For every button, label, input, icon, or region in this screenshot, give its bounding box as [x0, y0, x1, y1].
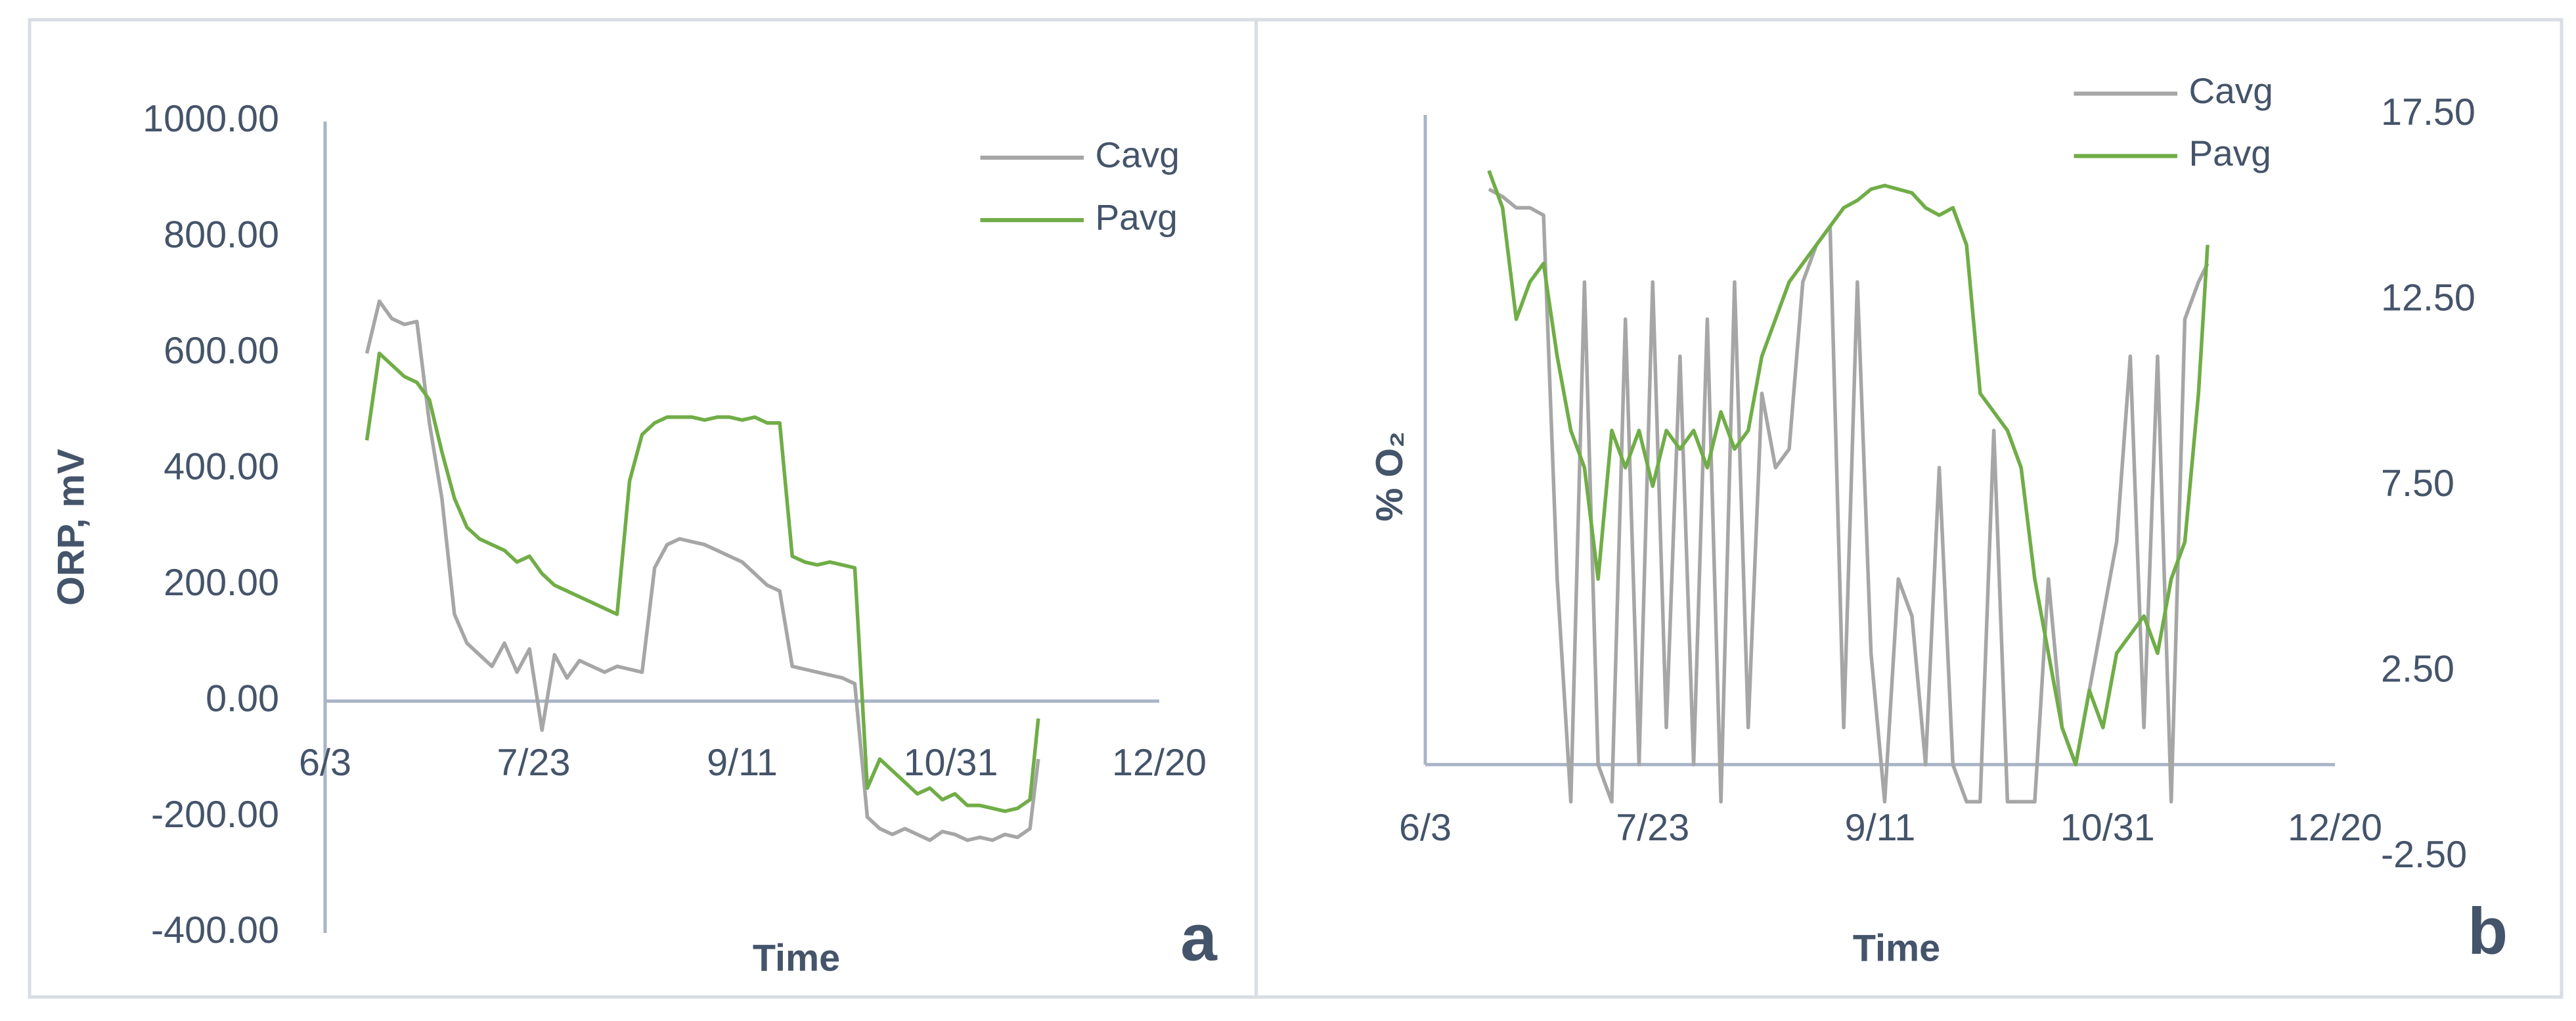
y2-tick-label: 2.50	[2381, 648, 2454, 691]
y-axis-title: ORP, mV	[51, 449, 93, 606]
y-tick-label: 0.00	[206, 677, 279, 719]
legend-label: Pavg	[1096, 197, 1178, 238]
x-tick-label: 7/23	[497, 742, 571, 784]
legend-label: Pavg	[2189, 133, 2271, 173]
y-tick-label: -400.00	[151, 909, 279, 951]
panel-frame	[28, 18, 1258, 999]
y-tick-label: -200.00	[151, 794, 279, 836]
x-tick-label: 6/3	[299, 742, 351, 784]
panel-frame	[1254, 18, 2564, 999]
panel-label: a	[1180, 901, 1218, 974]
y2-tick-label: -2.50	[2381, 834, 2467, 876]
legend-label: Cavg	[2189, 70, 2273, 111]
x-axis-title: Time	[1853, 928, 1940, 970]
y2-tick-label: 17.50	[2381, 91, 2476, 133]
x-tick-label: 7/23	[1616, 807, 1689, 849]
data-line	[365, 299, 1040, 842]
y-tick-label: 200.00	[164, 562, 279, 604]
data-line	[365, 352, 1040, 813]
y2-tick-label: 7.50	[2381, 463, 2454, 505]
legend-label: Cavg	[1096, 135, 1180, 175]
x-tick-label: 6/3	[1399, 807, 1452, 849]
y-tick-label: 1000.00	[143, 98, 279, 140]
y2-tick-label: 12.50	[2381, 277, 2476, 319]
x-tick-label: 12/20	[1112, 742, 1207, 784]
x-tick-label: 10/31	[904, 742, 998, 784]
x-tick-label: 10/31	[2060, 807, 2155, 849]
y-tick-label: 800.00	[164, 214, 279, 256]
data-line	[1487, 170, 2210, 767]
panel-label: b	[2468, 894, 2508, 968]
x-tick-label: 9/11	[1845, 807, 1916, 849]
y-tick-label: 400.00	[164, 445, 279, 488]
x-tick-label: 9/11	[707, 742, 778, 784]
data-line	[1488, 187, 2210, 804]
x-axis-title: Time	[753, 938, 840, 980]
y-axis-title: % O₂	[1369, 431, 1411, 521]
x-tick-label: 12/20	[2288, 807, 2382, 849]
y-tick-label: 600.00	[164, 330, 279, 372]
